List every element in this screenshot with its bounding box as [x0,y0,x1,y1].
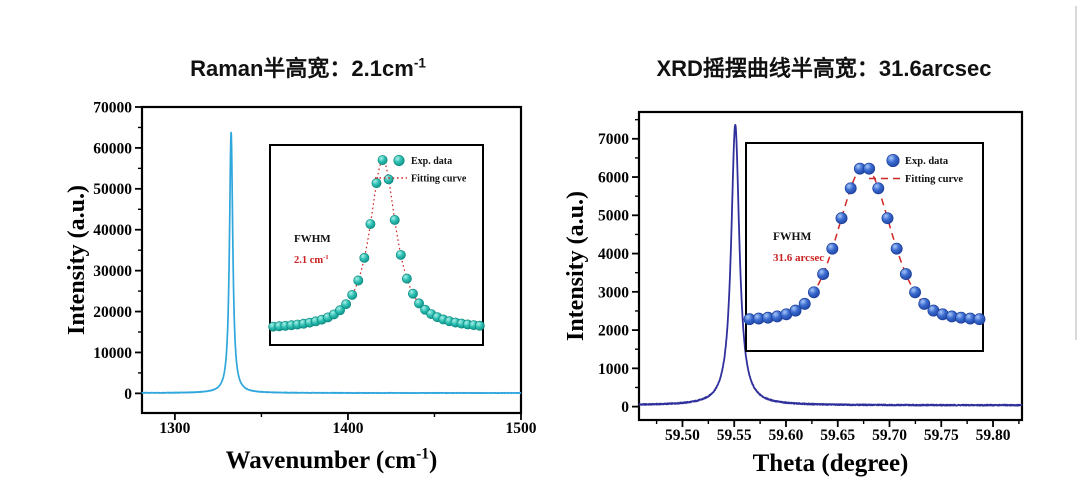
svg-text:Exp. data: Exp. data [905,156,949,167]
svg-text:Wavenumber (cm-1): Wavenumber (cm-1) [226,446,438,475]
svg-text:Fitting curve: Fitting curve [411,174,467,185]
svg-text:7000: 7000 [598,131,629,148]
svg-text:30000: 30000 [93,263,132,280]
svg-text:59.50: 59.50 [665,427,700,444]
svg-text:1400: 1400 [332,420,363,437]
svg-text:50000: 50000 [93,181,132,198]
svg-text:59.60: 59.60 [769,427,804,444]
svg-text:XRD摇摆曲线半高宽：31.6arcsec: XRD摇摆曲线半高宽：31.6arcsec [656,56,991,81]
svg-text:Fitting curve: Fitting curve [905,174,963,185]
svg-text:Intensity (a.u.): Intensity (a.u.) [64,185,90,335]
svg-text:5000: 5000 [598,208,629,225]
svg-text:1500: 1500 [506,420,537,437]
svg-text:20000: 20000 [93,304,132,321]
svg-text:40000: 40000 [93,222,132,239]
svg-text:59.70: 59.70 [872,427,907,444]
svg-text:3000: 3000 [598,284,629,301]
svg-text:0: 0 [124,386,132,403]
svg-text:FWHM: FWHM [773,231,811,243]
svg-text:70000: 70000 [93,99,132,116]
svg-text:4000: 4000 [598,246,629,263]
xrd-rocking-curve-chart: XRD摇摆曲线半高宽：31.6arcsec 59.50 59.55 59.60 59.6… [563,56,1024,477]
svg-text:Theta (degree): Theta (degree) [753,450,909,477]
svg-text:6000: 6000 [598,169,629,186]
svg-text:10000: 10000 [93,345,132,362]
svg-text:Intensity (a.u.): Intensity (a.u.) [563,191,589,341]
svg-text:1300: 1300 [159,420,190,437]
svg-text:31.6 arcsec: 31.6 arcsec [773,252,824,264]
svg-text:59.75: 59.75 [924,427,959,444]
raman-spectrum-chart: Raman半高宽：2.1cm-1 1300 1400 1500 0 10000 20000 3… [64,56,537,475]
svg-text:59.55: 59.55 [717,427,752,444]
svg-text:60000: 60000 [93,140,132,157]
svg-text:59.65: 59.65 [820,427,855,444]
svg-text:2000: 2000 [598,323,629,340]
window-edge-line [1075,6,1077,340]
svg-text:Raman半高宽：2.1cm-1: Raman半高宽：2.1cm-1 [190,56,426,81]
svg-text:0: 0 [621,399,629,416]
svg-text:2.1 cm-1: 2.1 cm-1 [294,254,329,266]
svg-text:59.80: 59.80 [976,427,1011,444]
svg-text:Exp. data: Exp. data [411,156,452,167]
svg-text:FWHM: FWHM [294,233,331,245]
svg-text:1000: 1000 [598,361,629,378]
